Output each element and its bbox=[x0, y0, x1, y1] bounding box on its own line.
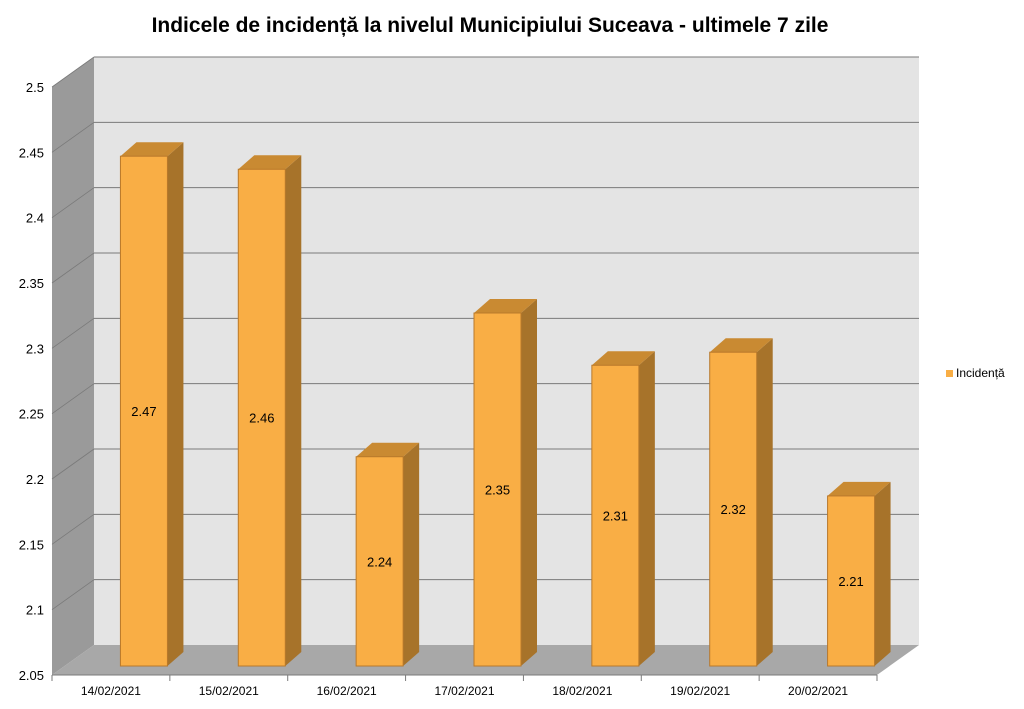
y-tick-label: 2.3 bbox=[26, 341, 44, 356]
gridline-side bbox=[51, 122, 95, 153]
y-tick-label: 2.2 bbox=[26, 472, 44, 487]
bar bbox=[709, 351, 758, 667]
bar-side bbox=[756, 338, 773, 666]
gridline-side bbox=[51, 383, 95, 414]
x-tick-label: 19/02/2021 bbox=[670, 684, 730, 698]
bar-side bbox=[521, 299, 537, 666]
gridline-side bbox=[51, 187, 95, 218]
bar bbox=[473, 312, 522, 667]
data-label: 2.24 bbox=[367, 554, 392, 569]
y-tick-label: 2.05 bbox=[19, 668, 44, 683]
bar bbox=[355, 456, 404, 667]
y-tick-label: 2.5 bbox=[26, 80, 44, 95]
bar-top bbox=[827, 481, 891, 496]
x-tick-label: 15/02/2021 bbox=[199, 684, 259, 698]
legend-label: Incidență bbox=[956, 366, 1005, 380]
bar-top bbox=[591, 351, 655, 366]
legend-swatch bbox=[946, 369, 953, 377]
bar bbox=[827, 495, 876, 667]
data-label: 2.46 bbox=[249, 411, 274, 426]
side-wall bbox=[52, 57, 94, 675]
bar-top bbox=[356, 442, 420, 457]
bar-top bbox=[238, 155, 302, 170]
data-label: 2.47 bbox=[131, 404, 156, 419]
bar-side bbox=[638, 351, 655, 666]
y-tick-label: 2.25 bbox=[19, 407, 44, 422]
legend: Incidență bbox=[946, 366, 1005, 380]
bar-side bbox=[285, 155, 302, 666]
x-tick-label: 14/02/2021 bbox=[81, 684, 141, 698]
data-label: 2.21 bbox=[838, 574, 863, 589]
data-label: 2.35 bbox=[485, 483, 510, 498]
bar bbox=[591, 364, 640, 667]
bar-top bbox=[709, 338, 773, 353]
gridline-side bbox=[51, 579, 95, 610]
chart-title: Indicele de incidență la nivelul Municip… bbox=[151, 14, 829, 37]
x-tick-label: 16/02/2021 bbox=[317, 684, 377, 698]
bar bbox=[119, 155, 168, 667]
gridline-side bbox=[51, 514, 95, 545]
data-label: 2.31 bbox=[603, 509, 628, 524]
gridline-side bbox=[51, 56, 95, 88]
y-tick-label: 2.4 bbox=[26, 211, 44, 226]
y-tick-label: 2.35 bbox=[19, 276, 44, 291]
y-tick-label: 2.45 bbox=[19, 145, 44, 160]
bar bbox=[237, 168, 286, 667]
x-tick-label: 20/02/2021 bbox=[788, 684, 848, 698]
y-tick-label: 2.15 bbox=[19, 537, 44, 552]
y-tick-label: 2.1 bbox=[26, 603, 44, 618]
data-label: 2.32 bbox=[721, 502, 746, 517]
bar-side bbox=[874, 481, 891, 666]
x-tick-label: 18/02/2021 bbox=[552, 684, 612, 698]
bar-side bbox=[167, 142, 184, 666]
bar-top bbox=[474, 299, 537, 313]
bar-top bbox=[120, 142, 184, 157]
x-tick-label: 17/02/2021 bbox=[434, 684, 494, 698]
gridline-side bbox=[51, 252, 95, 284]
gridline-side bbox=[51, 448, 95, 480]
bar-side bbox=[403, 442, 420, 666]
gridline-side bbox=[51, 318, 95, 349]
